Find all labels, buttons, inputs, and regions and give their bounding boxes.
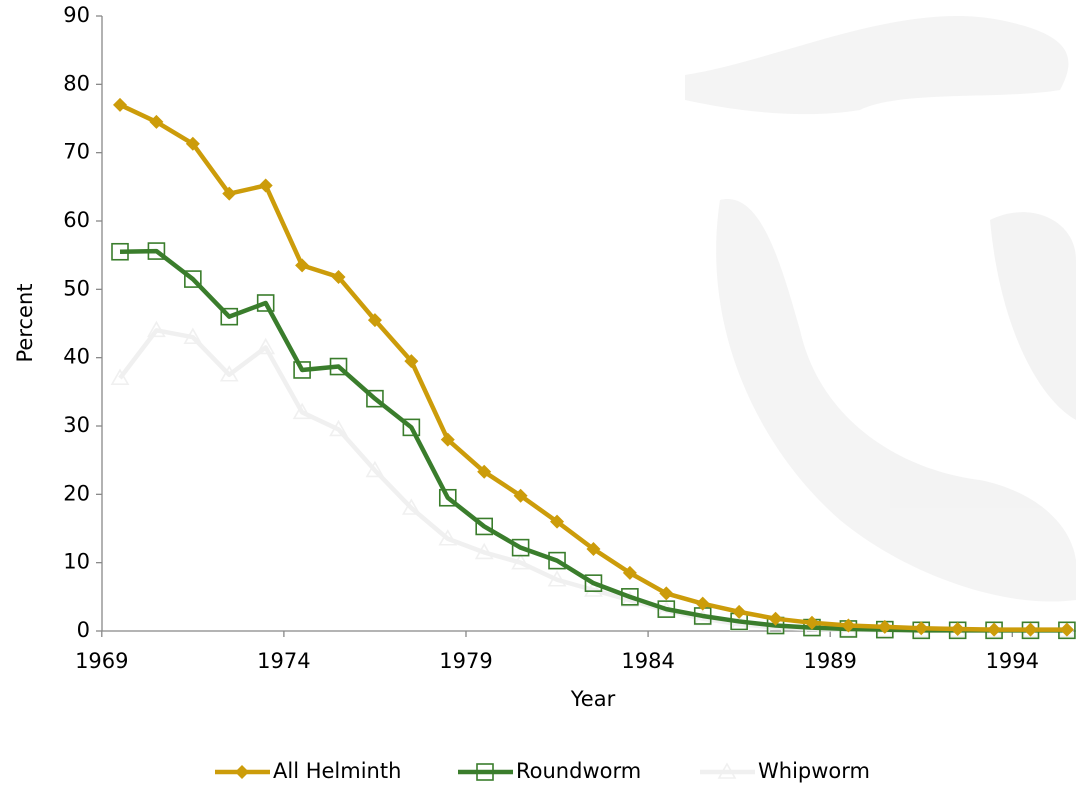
point	[987, 623, 1001, 637]
y-tick-label: 70	[63, 140, 90, 164]
point	[113, 98, 127, 112]
y-tick-label: 10	[63, 550, 90, 574]
legend-label: All Helminth	[273, 759, 401, 783]
legend-label: Whipworm	[758, 759, 870, 783]
x-tick-label: 1984	[621, 649, 674, 673]
y-axis-title: Percent	[13, 283, 37, 362]
point	[1060, 623, 1074, 637]
x-tick-label: 1989	[803, 649, 856, 673]
y-tick-label: 90	[63, 3, 90, 27]
watermark	[685, 16, 1076, 602]
y-tick-label: 0	[77, 618, 90, 642]
point	[732, 605, 746, 619]
y-tick-label: 40	[63, 345, 90, 369]
x-tick-label: 1979	[439, 649, 492, 673]
y-tick-label: 20	[63, 481, 90, 505]
point	[914, 621, 928, 635]
x-tick-label: 1974	[257, 649, 310, 673]
y-tick-label: 50	[63, 276, 90, 300]
series-line	[120, 251, 1067, 630]
y-tick-label: 80	[63, 71, 90, 95]
x-axis-title: Year	[570, 687, 616, 711]
y-tick-label: 30	[63, 413, 90, 437]
point	[951, 622, 965, 636]
y-tick-label: 60	[63, 208, 90, 232]
x-tick-label: 1969	[75, 649, 128, 673]
chart: Percent Year 0 10 20 30 40 50 60 70 80 90 1969 1974…	[0, 0, 1076, 785]
legend-label: Roundworm	[516, 759, 641, 783]
point	[1024, 623, 1038, 637]
point	[259, 178, 273, 192]
legend-marker	[235, 765, 249, 779]
point	[295, 258, 309, 272]
x-tick-label: 1994	[986, 649, 1039, 673]
